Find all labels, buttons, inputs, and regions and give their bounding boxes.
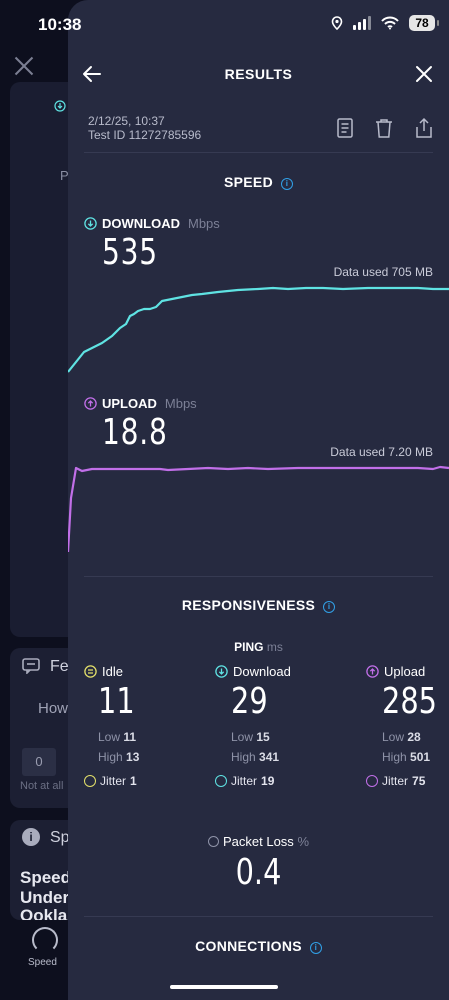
info-card-title: Sp (50, 829, 70, 846)
download-ping-label: Download (233, 664, 291, 679)
download-value: 535 (102, 232, 158, 273)
upload-label-text: UPLOAD (102, 396, 157, 411)
upload-arrow-icon (84, 397, 97, 410)
download-ping-jitter: Jitter 19 (215, 774, 335, 788)
ping-idle: Idle 11 Low 11 High 13 Jitter 1 (84, 664, 204, 788)
download-icon (54, 100, 66, 112)
wifi-icon (381, 16, 399, 30)
promo-line-1: Speed (20, 868, 72, 887)
cellular-signal-icon (353, 16, 371, 30)
upload-graph (68, 465, 449, 553)
upload-data-used: Data used 7.20 MB (330, 445, 433, 459)
rating-hint: Not at all (20, 780, 64, 792)
upload-ping-low: Low 28 (382, 730, 421, 744)
idle-label: Idle (102, 664, 123, 679)
close-icon[interactable] (14, 56, 34, 76)
share-icon[interactable] (414, 117, 434, 139)
connections-section-title: CONNECTIONS i (68, 938, 449, 954)
background-card-text: P (60, 168, 69, 183)
download-ping-high: High 341 (231, 750, 280, 764)
jitter-icon (84, 775, 96, 787)
ping-upload: Upload 285 Low 28 High 501 Jitter 75 (366, 664, 449, 788)
packet-loss-icon (207, 836, 219, 847)
battery-indicator: 78 (409, 15, 439, 31)
upload-ping-value: 285 (382, 681, 437, 722)
rating-option-0[interactable]: 0 (22, 748, 56, 776)
download-graph (68, 286, 449, 373)
trash-icon[interactable] (374, 117, 394, 139)
speedometer-icon[interactable] (32, 927, 58, 953)
feedback-icon (22, 658, 40, 674)
responsiveness-info-icon[interactable]: i (323, 601, 336, 613)
download-arrow-icon (84, 217, 97, 230)
idle-low: Low 11 (98, 730, 137, 744)
download-ping-value: 29 (231, 681, 268, 722)
upload-value: 18.8 (102, 412, 168, 453)
idle-value: 11 (98, 681, 135, 722)
test-date: 2/12/25, 10:37 (88, 114, 165, 128)
info-icon: i (22, 828, 40, 846)
divider (84, 576, 433, 577)
status-icons: 78 (331, 15, 439, 31)
idle-jitter: Jitter 1 (84, 774, 204, 788)
feedback-label: Fe (50, 658, 69, 675)
status-time: 10:38 (38, 15, 82, 34)
responsiveness-section-title: RESPONSIVENESS i (68, 597, 449, 613)
download-label: DOWNLOAD Mbps (84, 216, 220, 231)
ping-download: Download 29 Low 15 High 341 Jitter 19 (215, 664, 335, 788)
document-icon[interactable] (335, 117, 355, 139)
upload-arrow-icon (366, 665, 379, 678)
ping-title: PING ms (234, 640, 283, 654)
idle-high: High 13 (98, 750, 140, 764)
speed-section-title: SPEED i (68, 174, 449, 190)
tab-speed-label[interactable]: Speed (28, 957, 57, 968)
test-id: Test ID 11272785596 (88, 128, 202, 142)
download-label-text: DOWNLOAD (102, 216, 180, 231)
upload-label: UPLOAD Mbps (84, 396, 197, 411)
upload-ping-high: High 501 (382, 750, 431, 764)
jitter-icon (366, 775, 378, 787)
download-data-used: Data used 705 MB (333, 265, 433, 279)
upload-unit: Mbps (164, 396, 197, 411)
page-title: RESULTS (224, 66, 293, 82)
jitter-icon (215, 775, 227, 787)
divider (84, 916, 433, 917)
upload-ping-jitter: Jitter 75 (366, 774, 449, 788)
download-arrow-icon (215, 665, 228, 678)
packet-loss-value: 0.4 (235, 852, 282, 893)
speed-info-icon[interactable]: i (280, 178, 293, 190)
feedback-question: How (38, 700, 69, 717)
upload-ping-label: Upload (384, 664, 426, 679)
divider (84, 152, 433, 153)
promo-line-2: Under (20, 888, 70, 907)
idle-icon (84, 665, 97, 678)
download-unit: Mbps (188, 216, 220, 231)
home-indicator (170, 985, 278, 989)
location-icon (331, 16, 343, 30)
back-arrow-icon[interactable] (80, 62, 104, 86)
close-icon[interactable] (412, 62, 436, 86)
download-ping-low: Low 15 (231, 730, 270, 744)
results-sheet: RESULTS 2/12/25, 10:37 Test ID 112727855… (68, 0, 449, 1000)
packet-loss-label: Packet Loss % (68, 834, 449, 849)
connections-info-icon[interactable]: i (309, 942, 322, 954)
